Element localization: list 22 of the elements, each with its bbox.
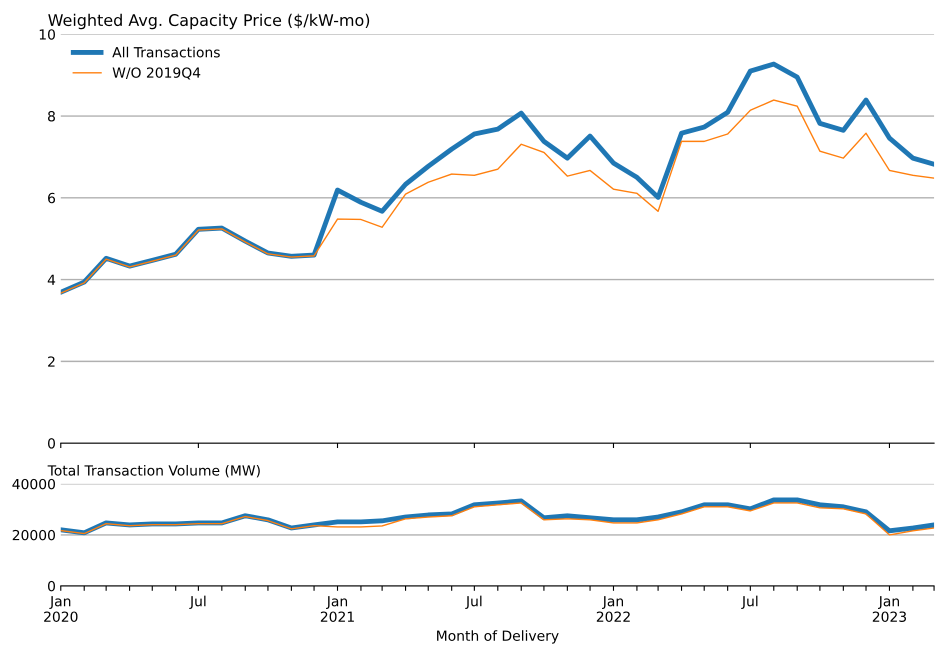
line-series [60, 99, 934, 294]
legend-label: W/O 2019Q4 [112, 67, 200, 80]
y-tick-label: 4 [48, 274, 56, 285]
x-tick-label: Jan 2023 [872, 596, 906, 622]
x-tick-label: Jul [189, 596, 206, 609]
y-tick-label: 8 [48, 110, 55, 122]
chart-title: Total Transaction Volume (MW) [48, 464, 260, 478]
x-tick-label: Jul [741, 596, 758, 609]
x-tick-label: Jul [465, 596, 482, 609]
x-tick-label: Jan 2021 [320, 596, 354, 622]
chart-title: Weighted Avg. Capacity Price ($/kW-mo) [48, 14, 370, 30]
x-tick-label: Jan 2020 [44, 596, 78, 622]
y-tick-label: 6 [48, 192, 56, 204]
y-tick-label: 10 [40, 29, 55, 40]
y-tick-label: 40000 [12, 478, 55, 490]
y-tick-label: 20000 [12, 530, 55, 540]
y-tick-label: 0 [48, 580, 55, 592]
y-tick-label: 2 [48, 356, 55, 367]
y-tick-label: 0 [48, 438, 55, 449]
legend-label: All Transactions [112, 46, 220, 58]
x-tick-label: Jan 2022 [596, 596, 630, 622]
x-axis-title: Month of Delivery [437, 630, 559, 644]
